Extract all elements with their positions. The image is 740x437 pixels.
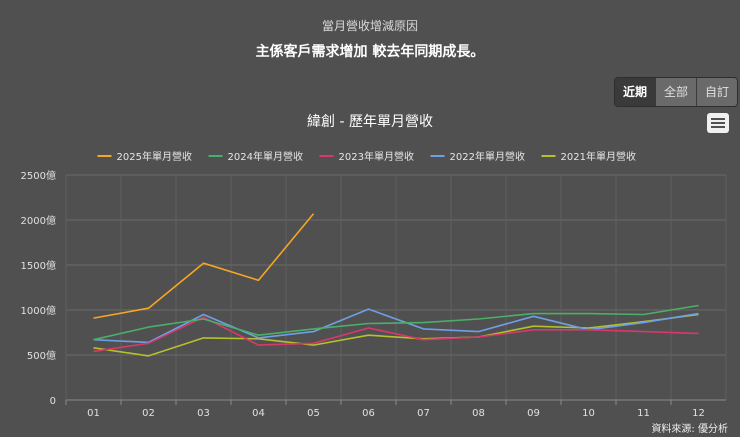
legend-label: 2023年單月營收 [339,150,414,163]
y-tick-label: 2000億 [21,214,56,227]
legend-item[interactable]: 2023年單月營收 [319,150,414,163]
x-tick-label: 06 [362,408,375,419]
y-tick-label: 1500億 [21,259,56,272]
data-source-credit: 資料來源: 優分析 [651,424,728,435]
x-tick-label: 11 [637,408,650,419]
series-line-2023年單月營收 [93,316,699,353]
legend-label: 2021年單月營收 [561,150,636,163]
range-all-button[interactable]: 全部 [656,78,697,106]
revenue-change-caption: 當月營收增減原因 [321,19,418,33]
x-tick-label: 03 [197,408,210,419]
series-line-2021年單月營收 [93,313,699,357]
revenue-change-reason: 主係客戶需求增加 較去年同期成長。 [255,44,485,60]
series-line-2022年單月營收 [93,308,699,344]
legend-label: 2025年單月營收 [117,150,192,163]
y-tick-label: 1000億 [21,304,56,317]
x-tick-label: 07 [417,408,430,419]
series-line-2025年單月營收 [93,213,315,319]
hamburger-menu-icon[interactable] [707,113,729,133]
series-line-2024年單月營收 [93,304,699,341]
legend-label: 2024年單月營收 [228,150,303,163]
x-tick-label: 04 [252,408,265,419]
y-tick-label: 500億 [27,349,56,362]
x-tick-label: 01 [87,408,100,419]
range-selector: 近期 全部 自訂 [614,77,738,107]
x-tick-label: 12 [692,408,705,419]
legend-item[interactable]: 2024年單月營收 [208,150,303,163]
legend-label: 2022年單月營收 [450,150,525,163]
y-tick-label: 0 [50,396,56,407]
x-tick-label: 05 [307,408,320,419]
y-tick-label: 2500億 [21,169,56,182]
x-tick-label: 09 [527,408,540,419]
range-custom-button[interactable]: 自訂 [697,78,737,106]
range-recent-button[interactable]: 近期 [615,78,656,106]
legend-item[interactable]: 2021年單月營收 [541,150,636,163]
x-tick-label: 08 [472,408,485,419]
chart-title: 緯創 - 歷年單月營收 [307,114,433,130]
legend-item[interactable]: 2022年單月營收 [430,150,525,163]
x-tick-label: 02 [142,408,155,419]
legend-item[interactable]: 2025年單月營收 [97,150,192,163]
x-tick-label: 10 [582,408,595,419]
